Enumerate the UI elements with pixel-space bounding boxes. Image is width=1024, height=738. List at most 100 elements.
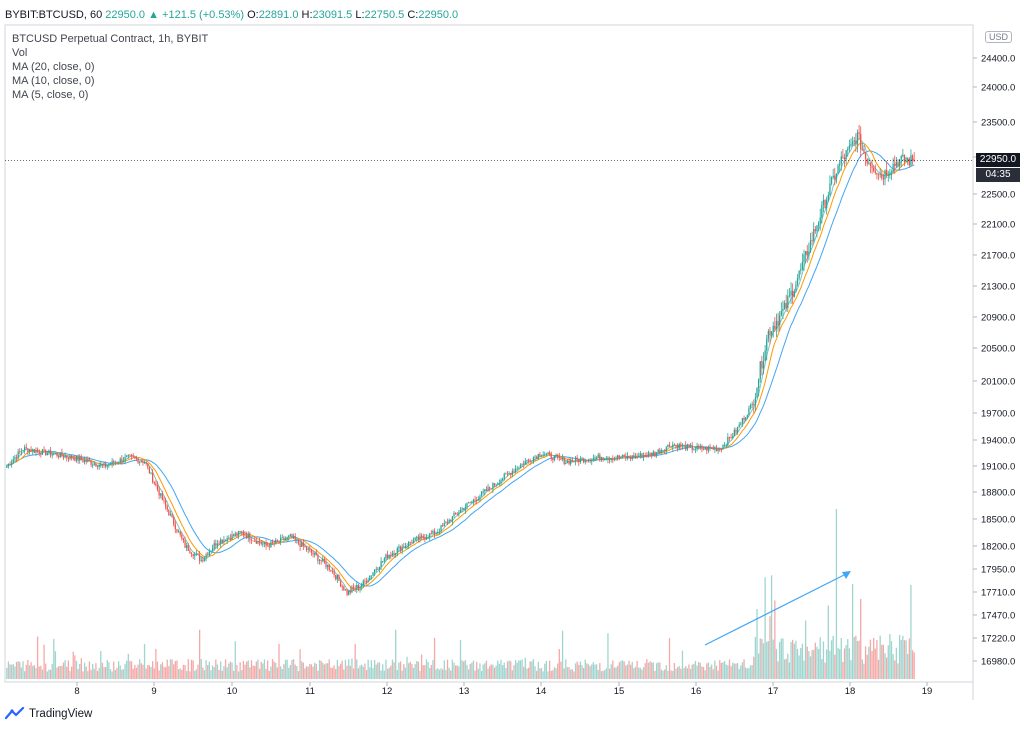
volume-bar	[357, 668, 360, 679]
candle-body	[864, 153, 867, 159]
legend-ma20[interactable]: MA (20, close, 0)	[12, 61, 95, 73]
volume-bar	[296, 666, 298, 679]
volume-bar	[38, 666, 40, 679]
candle-body	[411, 542, 413, 544]
volume-bar	[430, 664, 432, 679]
candle-body	[817, 222, 820, 226]
x-tick-label: 10	[227, 686, 238, 697]
volume-bar	[164, 667, 167, 679]
candle-body	[532, 457, 535, 462]
volume-bar	[74, 655, 76, 679]
time-axis[interactable]: 8 9 10 11 12 13 14 15 16 17 18 19	[74, 682, 932, 697]
volume-bar	[714, 660, 716, 679]
candle-body	[764, 350, 766, 361]
candle-body	[712, 448, 714, 450]
volume-bar	[675, 668, 677, 679]
volume-bar	[832, 635, 834, 679]
candle-body	[631, 455, 633, 459]
volume-bar	[847, 639, 849, 679]
candle-body	[143, 462, 146, 464]
candle-body	[529, 459, 531, 462]
volume-bar	[592, 662, 595, 679]
volume-bar	[889, 634, 891, 679]
volume-bar	[197, 664, 199, 679]
candle-body	[176, 529, 178, 532]
candle-body	[117, 462, 120, 464]
volume-bar	[741, 662, 744, 679]
candle-body	[111, 461, 113, 465]
candle-body	[813, 229, 815, 241]
y-tick-label: 21700.0	[981, 251, 1015, 262]
candle-body	[296, 539, 298, 541]
volume-bar	[579, 661, 582, 679]
candle-body	[497, 483, 499, 485]
volume-bar	[139, 659, 141, 679]
volume-bar	[443, 660, 445, 679]
volume-bar	[895, 647, 898, 679]
volume-bar	[858, 640, 860, 679]
candle-body	[364, 580, 366, 582]
volume-bar	[900, 639, 902, 679]
legend-ma5[interactable]: MA (5, close, 0)	[12, 89, 89, 101]
volume-bar	[493, 667, 496, 679]
candle-body	[688, 444, 690, 446]
candle-body	[686, 444, 688, 450]
volume-bar	[864, 646, 867, 679]
legend-ma10[interactable]: MA (10, close, 0)	[12, 75, 95, 87]
candle-body	[894, 163, 896, 166]
volume-bar	[373, 659, 376, 679]
volume-bar	[582, 667, 585, 679]
volume-bar	[51, 663, 53, 679]
currency-badge[interactable]: USD	[985, 31, 1013, 43]
candle-body	[476, 499, 478, 501]
volume-bar	[150, 666, 152, 679]
volume-bar	[568, 667, 570, 679]
volume-bar	[631, 661, 633, 679]
candle-body	[659, 449, 661, 454]
candle-body	[291, 534, 293, 538]
change-up-icon: ▲	[148, 9, 159, 21]
candle-body	[179, 531, 181, 535]
last-price: 22950.0	[105, 9, 146, 21]
volume-bar	[672, 670, 674, 679]
price-axis[interactable]: 16980.0 17220.0 17470.0 17710.0 17950.0 18200…	[973, 54, 1015, 668]
candle-body	[247, 533, 249, 538]
candle-body	[440, 525, 442, 532]
legend-title[interactable]: BTCUSD Perpetual Contract, 1h, BYBIT	[12, 33, 209, 45]
volume-bar	[665, 665, 667, 679]
candle-body	[265, 542, 267, 546]
candle-body	[761, 361, 763, 369]
volume-bar	[100, 651, 102, 679]
candle-body	[15, 457, 18, 459]
candle-body	[140, 461, 142, 463]
volume-bar	[155, 648, 157, 679]
candle-body	[808, 251, 810, 256]
volume-bar	[270, 666, 272, 679]
candle-body	[557, 455, 559, 457]
candle-body	[725, 444, 727, 446]
candle-body	[723, 445, 726, 446]
tradingview-logo[interactable]: TradingView	[5, 707, 92, 721]
candle-body	[839, 163, 841, 166]
volume-bar	[383, 670, 385, 679]
candle-body	[853, 140, 855, 143]
volume-bar	[288, 667, 290, 679]
volume-bar	[508, 660, 510, 679]
volume-bar	[215, 659, 217, 679]
volume-bar	[278, 643, 280, 679]
volume-bar	[552, 670, 554, 679]
x-tick-label: 15	[614, 686, 625, 697]
legend-vol[interactable]: Vol	[12, 47, 28, 59]
candle-body	[252, 540, 254, 542]
volume-bar	[404, 667, 407, 679]
candle-body	[375, 569, 377, 570]
volume-bar	[202, 667, 204, 679]
volume-bar	[294, 664, 296, 679]
volume-bar	[349, 665, 351, 679]
candle-body	[681, 445, 684, 447]
candle-body	[393, 553, 395, 555]
candle-body	[641, 453, 643, 458]
candle-body	[908, 158, 910, 166]
candle-body	[45, 449, 47, 456]
